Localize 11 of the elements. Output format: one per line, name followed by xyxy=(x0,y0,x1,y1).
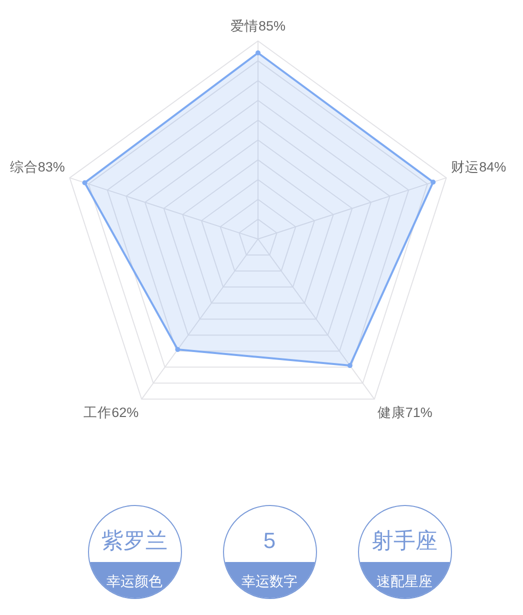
spoke-label: 健康71% xyxy=(377,404,432,420)
text: 幸运颜色 xyxy=(106,572,162,590)
text: 5 xyxy=(263,527,276,555)
text: 幸运数字 xyxy=(242,572,298,590)
text: 紫罗兰 xyxy=(102,527,168,555)
text: 射手座 xyxy=(372,527,438,555)
spoke-label: 综合83% xyxy=(10,160,65,175)
spoke-label: 财运84% xyxy=(451,160,506,175)
spoke-label: 工作62% xyxy=(84,404,139,420)
spoke-label: 爱情85% xyxy=(230,18,286,34)
text: 速配星座 xyxy=(376,572,432,590)
